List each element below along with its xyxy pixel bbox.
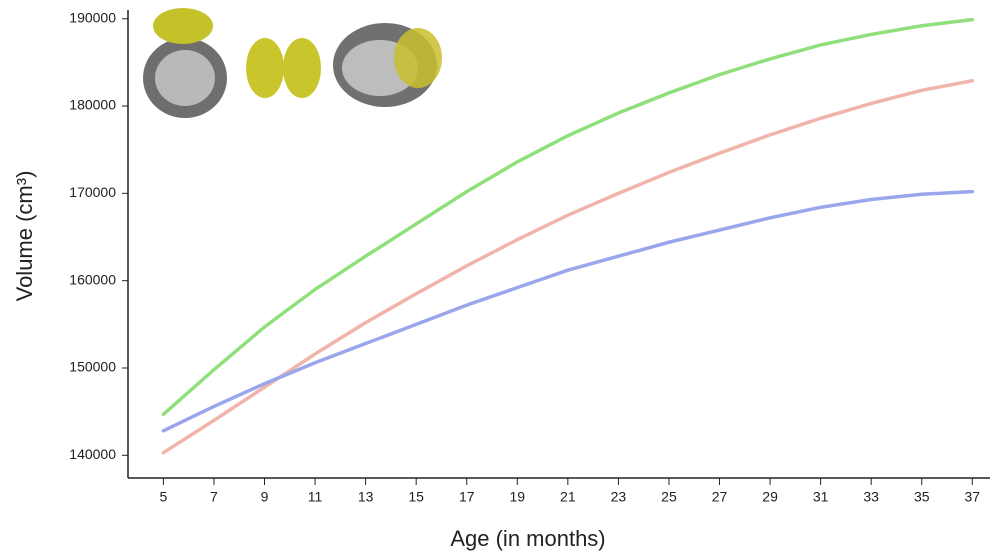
x-tick-label: 13 (358, 489, 374, 505)
x-tick-label: 17 (459, 489, 475, 505)
x-tick-label: 11 (308, 489, 323, 505)
brain-images (143, 8, 442, 118)
y-tick-label: 160000 (69, 271, 116, 287)
x-tick-label: 31 (813, 489, 829, 505)
x-tick-label: 35 (914, 489, 930, 505)
y-tick-label: 170000 (69, 184, 116, 200)
brain-image (394, 28, 442, 88)
x-tick-label: 19 (510, 489, 526, 505)
y-tick-label: 180000 (69, 97, 116, 113)
x-tick-label: 29 (762, 489, 778, 505)
x-tick-label: 25 (661, 489, 677, 505)
x-tick-label: 9 (261, 489, 269, 505)
x-tick-label: 21 (560, 489, 576, 505)
x-tick-label: 27 (712, 489, 728, 505)
x-tick-label: 37 (965, 489, 981, 505)
y-tick-label: 190000 (69, 9, 116, 25)
x-tick-label: 15 (408, 489, 424, 505)
x-tick-label: 7 (210, 489, 218, 505)
x-tick-label: 23 (611, 489, 627, 505)
y-axis-title: Volume (cm³) (12, 171, 37, 302)
x-axis-title: Age (in months) (450, 526, 605, 551)
y-tick-label: 150000 (69, 359, 116, 375)
brain-image (153, 8, 213, 44)
x-tick-label: 5 (159, 489, 167, 505)
brain-image (246, 38, 284, 98)
brain-image (283, 38, 321, 98)
y-tick-label: 140000 (69, 446, 116, 462)
chart: Age (in months) Volume (cm³) 140000 15000… (0, 0, 997, 560)
x-tick-label: 33 (863, 489, 879, 505)
brain-image (155, 50, 215, 106)
